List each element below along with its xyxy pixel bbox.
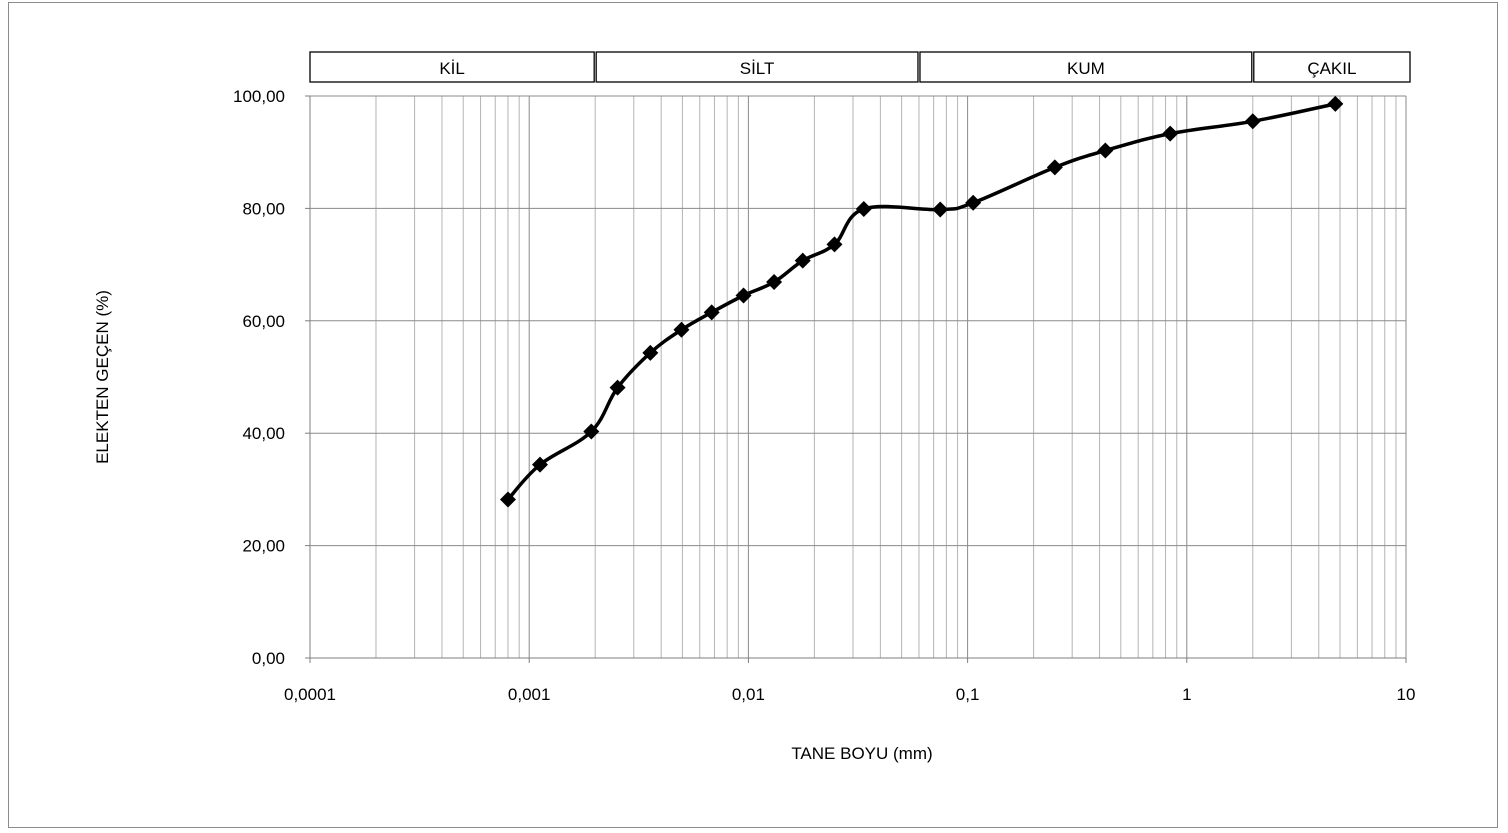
data-point-marker [855, 200, 872, 217]
data-point-marker [1162, 125, 1179, 142]
soil-band-box [309, 51, 595, 83]
data-point-marker [642, 344, 659, 361]
data-point-marker [1097, 142, 1114, 159]
x-tick-label: 0,001 [508, 685, 551, 704]
soil-band-box [595, 51, 919, 83]
data-point-marker [583, 423, 600, 440]
grid-lines [310, 95, 1407, 658]
soil-band-box [919, 51, 1253, 83]
data-point-marker [826, 236, 843, 253]
soil-band-box [1253, 51, 1411, 83]
y-axis-title: ELEKTEN GEÇEN (%) [93, 290, 112, 464]
soil-band-label: ÇAKIL [1307, 59, 1356, 78]
x-tick-label: 0,1 [956, 685, 980, 704]
x-tick-labels: 0,0001 0,001 0,01 0,1 1 10 [284, 685, 1415, 704]
data-point-marker [965, 194, 982, 211]
axes [305, 95, 1407, 663]
y-tick-label: 0,00 [252, 649, 285, 668]
soil-band-label: SİLT [740, 59, 775, 78]
x-tick-label: 0,01 [732, 685, 765, 704]
data-point-marker [766, 274, 783, 291]
y-tick-label: 80,00 [242, 199, 285, 218]
data-point-marker [673, 321, 690, 338]
x-tick-label: 10 [1397, 685, 1416, 704]
data-point-marker [499, 491, 516, 508]
x-tick-label: 1 [1182, 685, 1191, 704]
soil-band-label: KİL [439, 59, 465, 78]
data-point-marker [1046, 159, 1063, 176]
y-tick-labels: 0,00 20,00 40,00 60,00 80,00 100,00 [233, 87, 285, 668]
soil-band-label: KUM [1067, 59, 1105, 78]
chart-frame [8, 2, 1498, 828]
data-point-marker [1327, 95, 1344, 112]
x-tick-label: 0,0001 [284, 685, 336, 704]
data-point-marker [794, 252, 811, 269]
series-line [506, 102, 1336, 501]
data-point-marker [932, 201, 949, 218]
data-point-marker [531, 456, 548, 473]
data-point-marker [1244, 113, 1261, 130]
y-tick-label: 40,00 [242, 424, 285, 443]
y-tick-label: 100,00 [233, 87, 285, 106]
x-axis-title: TANE BOYU (mm) [791, 744, 932, 763]
data-point-marker [735, 287, 752, 304]
y-tick-label: 60,00 [242, 312, 285, 331]
y-tick-label: 20,00 [242, 537, 285, 556]
data-point-marker [609, 379, 626, 396]
data-point-marker [703, 304, 720, 321]
data-series [499, 95, 1344, 508]
soil-bands: KİL SİLT KUM ÇAKIL [309, 51, 1411, 83]
